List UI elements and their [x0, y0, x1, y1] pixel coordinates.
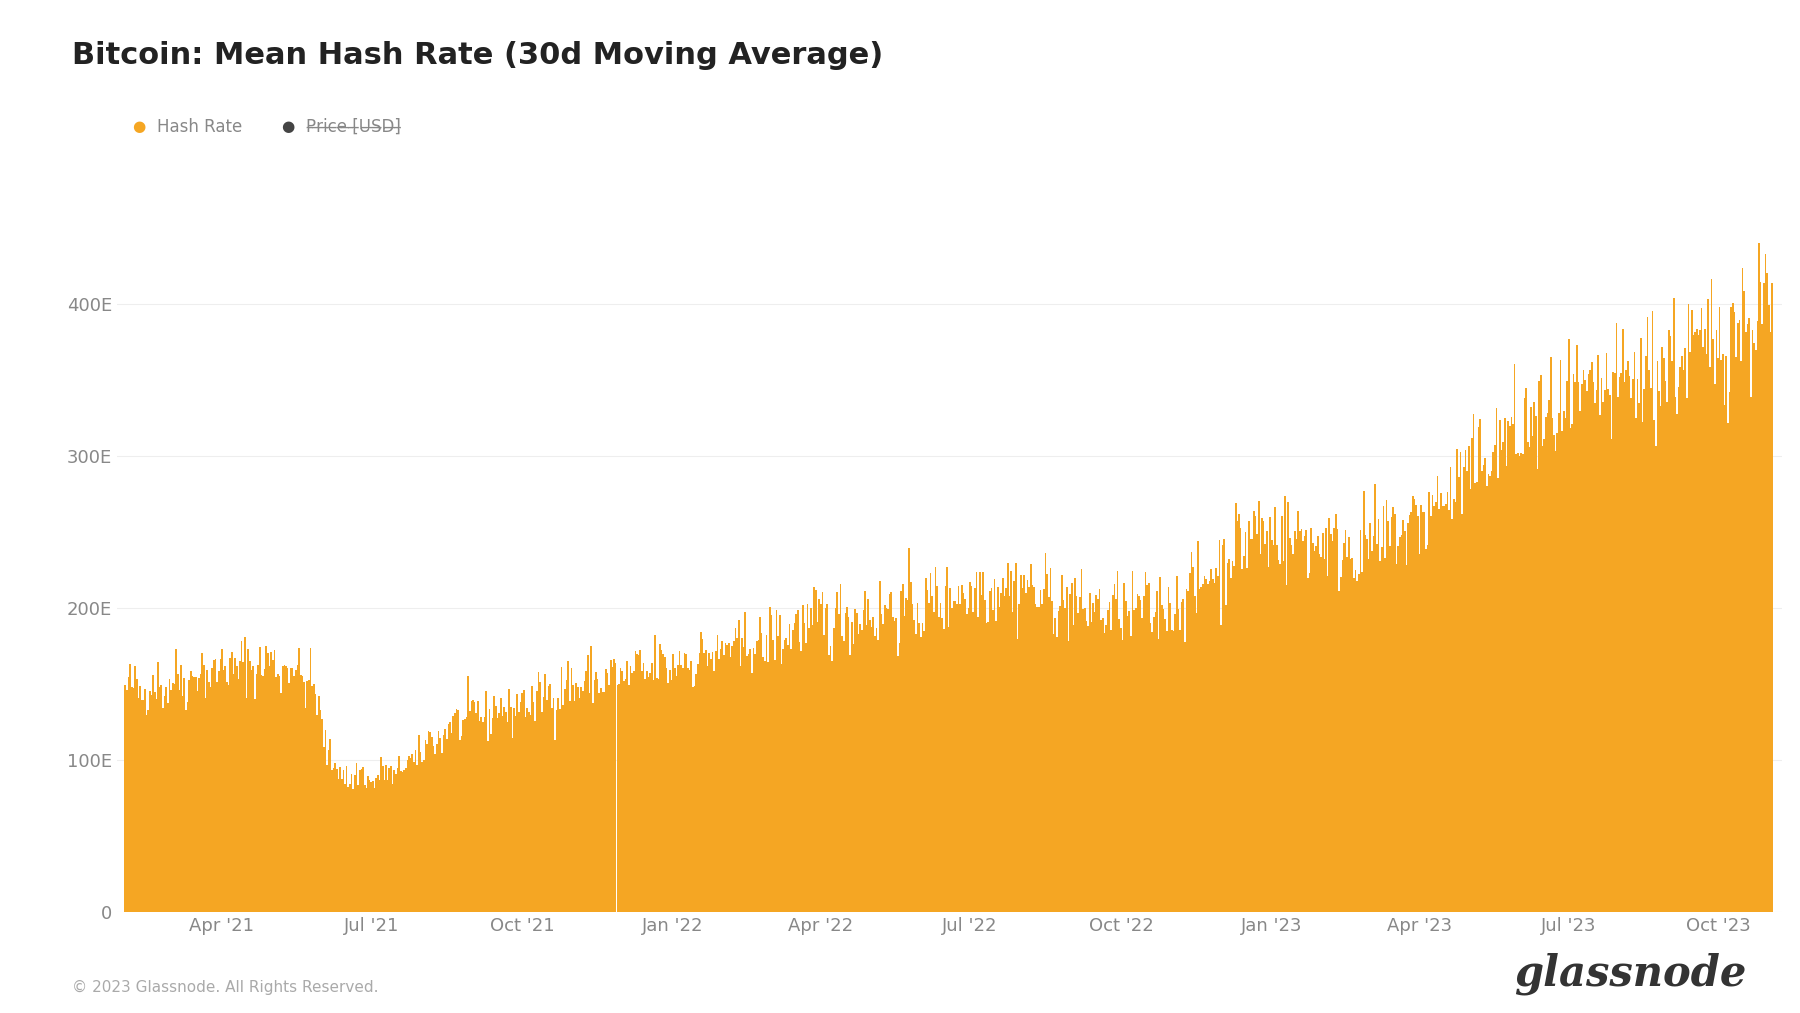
- Text: glassnode: glassnode: [1514, 952, 1746, 995]
- Text: Hash Rate: Hash Rate: [157, 118, 241, 136]
- Text: ●: ●: [131, 120, 146, 134]
- Text: P̶r̶i̶c̶e̶ ̶[̶U̶S̶D̶]̶: P̶r̶i̶c̶e̶ ̶[̶U̶S̶D̶]̶: [306, 118, 401, 136]
- Text: © 2023 Glassnode. All Rights Reserved.: © 2023 Glassnode. All Rights Reserved.: [72, 980, 378, 995]
- Text: ●: ●: [281, 120, 295, 134]
- Text: Bitcoin: Mean Hash Rate (30d Moving Average): Bitcoin: Mean Hash Rate (30d Moving Aver…: [72, 41, 884, 70]
